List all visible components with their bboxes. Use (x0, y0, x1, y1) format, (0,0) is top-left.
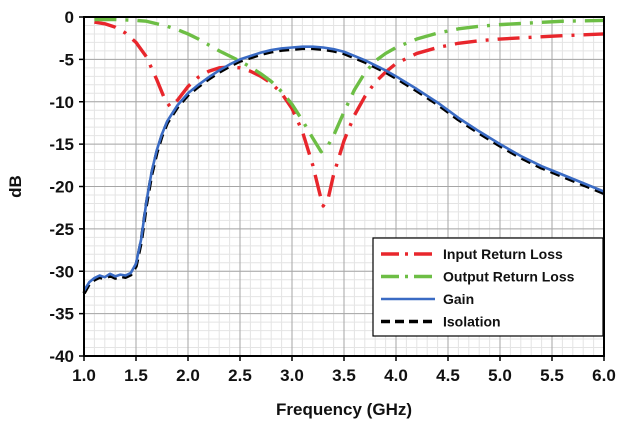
legend-label: Output Return Loss (443, 269, 575, 285)
legend-label: Isolation (443, 314, 501, 330)
x-tick-label: 5.5 (540, 366, 564, 385)
x-tick-label: 4.5 (436, 366, 460, 385)
y-tick-label: -25 (49, 220, 74, 239)
y-tick-label: -40 (49, 347, 74, 366)
y-tick-label: -30 (49, 262, 74, 281)
y-tick-label: 0 (65, 8, 74, 27)
y-tick-label: -35 (49, 305, 74, 324)
legend: Input Return Loss Output Return Loss Gain I… (372, 237, 604, 337)
y-tick-label: -15 (49, 135, 74, 154)
y-axis-title: dB (6, 175, 25, 198)
series-line-isolation (82, 46, 605, 295)
legend-box (372, 237, 604, 337)
x-tick-label: 3.5 (332, 366, 356, 385)
x-tick-label: 6.0 (592, 366, 616, 385)
x-tick-label: 5.0 (488, 366, 512, 385)
y-axis-ticks: 0 -5 -10 -15 -20 -25 -30 -35 -40 (49, 8, 84, 366)
series-line-output-return-loss (94, 17, 605, 154)
x-tick-label: 3.0 (280, 366, 304, 385)
x-axis-title: Frequency (GHz) (276, 400, 412, 419)
series-line-gain (82, 45, 605, 292)
y-tick-label: -20 (49, 178, 74, 197)
x-tick-label: 2.0 (176, 366, 200, 385)
series-line-input-return-loss (94, 20, 605, 208)
x-tick-label: 1.5 (124, 366, 148, 385)
y-tick-label: -5 (59, 50, 74, 69)
x-axis-ticks: 1.0 1.5 2.0 2.5 3.0 3.5 4.0 4.5 5.0 5.5 6.0 (72, 356, 616, 385)
legend-label: Input Return Loss (443, 246, 563, 262)
series-layer (82, 17, 605, 295)
x-tick-label: 1.0 (72, 366, 96, 385)
x-tick-label: 4.0 (384, 366, 408, 385)
x-tick-label: 2.5 (228, 366, 252, 385)
y-tick-label: -10 (49, 93, 74, 112)
legend-label: Gain (443, 291, 474, 307)
